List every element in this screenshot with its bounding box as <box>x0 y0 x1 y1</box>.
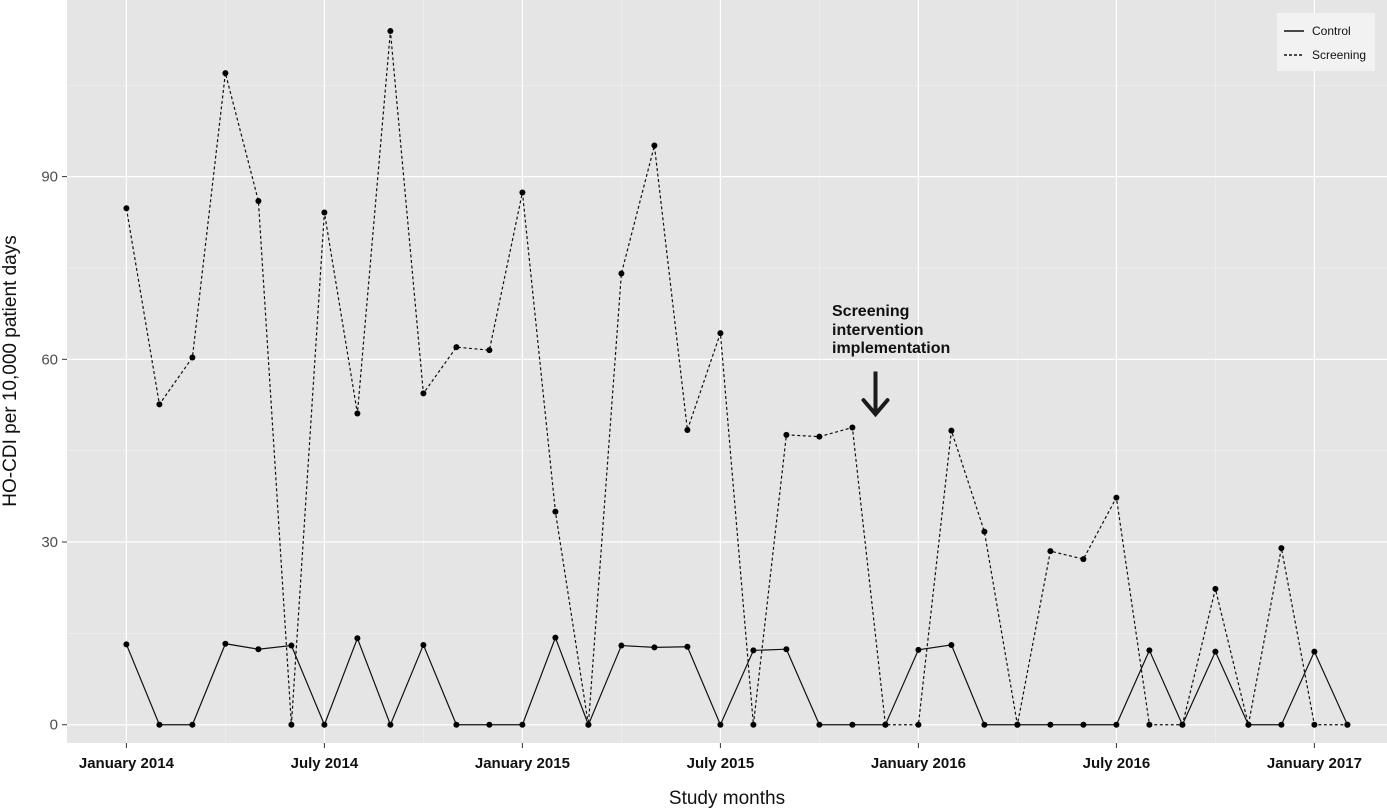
data-point-screening <box>948 428 954 434</box>
data-point-control <box>288 643 294 649</box>
chart: 0306090 January 2014 July 2014 January 201… <box>0 0 1387 810</box>
data-point-screening <box>1245 722 1251 728</box>
plot-panel <box>67 0 1387 743</box>
data-point-control <box>1146 647 1152 653</box>
x-tick-label: July 2016 <box>1083 755 1151 772</box>
data-point-control <box>618 643 624 649</box>
data-point-screening <box>1212 586 1218 592</box>
data-point-screening <box>618 270 624 276</box>
data-point-screening <box>420 390 426 396</box>
data-point-screening <box>1080 556 1086 562</box>
data-point-control <box>321 722 327 728</box>
data-point-screening <box>453 344 459 350</box>
x-tick-label: January 2017 <box>1267 755 1362 772</box>
x-tick-label: January 2015 <box>475 755 570 772</box>
data-point-screening <box>816 434 822 440</box>
y-tick-label: 90 <box>41 169 58 186</box>
data-point-control <box>1080 722 1086 728</box>
data-point-control <box>453 722 459 728</box>
data-point-screening <box>552 509 558 515</box>
y-tick-label: 30 <box>41 534 58 551</box>
data-point-screening <box>486 347 492 353</box>
data-point-control <box>1212 649 1218 655</box>
data-point-control <box>717 722 723 728</box>
data-point-control <box>750 647 756 653</box>
data-point-screening <box>1179 722 1185 728</box>
data-point-control <box>255 646 261 652</box>
data-point-control <box>123 641 129 647</box>
data-point-screening <box>189 354 195 360</box>
x-tick-label: January 2014 <box>79 755 175 772</box>
data-point-control <box>1113 722 1119 728</box>
x-tick-label: January 2016 <box>871 755 966 772</box>
data-point-control <box>1047 722 1053 728</box>
data-point-screening <box>585 722 591 728</box>
data-point-screening <box>783 432 789 438</box>
data-point-screening <box>1014 722 1020 728</box>
data-point-screening <box>354 411 360 417</box>
data-point-control <box>222 641 228 647</box>
data-point-screening <box>651 143 657 149</box>
data-point-control <box>1278 722 1284 728</box>
data-point-screening <box>387 28 393 34</box>
legend-box <box>1277 13 1375 71</box>
data-point-screening <box>1311 722 1317 728</box>
data-point-control <box>651 644 657 650</box>
data-point-control <box>849 722 855 728</box>
x-tick-label: July 2014 <box>291 755 359 772</box>
data-point-control <box>486 722 492 728</box>
data-point-screening <box>321 210 327 216</box>
data-point-screening <box>684 427 690 433</box>
data-point-control <box>420 642 426 648</box>
data-point-control <box>519 722 525 728</box>
data-point-screening <box>288 722 294 728</box>
data-point-screening <box>1278 545 1284 551</box>
data-point-control <box>156 722 162 728</box>
data-point-screening <box>1344 722 1350 728</box>
data-point-control <box>552 635 558 641</box>
data-point-screening <box>981 529 987 535</box>
data-point-screening <box>255 198 261 204</box>
data-point-control <box>354 635 360 641</box>
data-point-screening <box>222 70 228 76</box>
y-tick-label: 0 <box>50 717 58 734</box>
legend-label-screening: Screening <box>1312 48 1366 62</box>
data-point-screening <box>849 425 855 431</box>
annotation-line-2: intervention <box>832 322 924 339</box>
data-point-screening <box>915 722 921 728</box>
data-point-control <box>189 722 195 728</box>
y-axis-title: HO-CDI per 10,000 patient days <box>0 235 21 506</box>
data-point-screening <box>717 330 723 336</box>
data-point-control <box>1311 649 1317 655</box>
annotation-line-1: Screening <box>832 303 909 320</box>
data-point-screening <box>1047 548 1053 554</box>
y-axis: 0 30 60 90 <box>41 169 67 734</box>
data-point-screening <box>519 189 525 195</box>
legend-label-control: Control <box>1312 24 1351 38</box>
y-tick-label: 60 <box>41 351 58 368</box>
data-point-control <box>387 722 393 728</box>
x-axis: January 2014 July 2014 January 2015 July 20… <box>79 743 1362 772</box>
data-point-screening <box>156 401 162 407</box>
data-point-control <box>684 644 690 650</box>
annotation-line-3: implementation <box>832 340 950 357</box>
data-point-screening <box>1113 495 1119 501</box>
legend: Control Screening <box>1277 13 1375 71</box>
x-tick-label: July 2015 <box>687 755 755 772</box>
data-point-screening <box>750 722 756 728</box>
data-point-screening <box>882 722 888 728</box>
x-axis-title: Study months <box>669 788 785 809</box>
data-point-screening <box>1146 722 1152 728</box>
data-point-control <box>816 722 822 728</box>
data-point-control <box>783 646 789 652</box>
data-point-control <box>981 722 987 728</box>
data-point-control <box>948 642 954 648</box>
data-point-screening <box>123 205 129 211</box>
data-point-control <box>915 647 921 653</box>
